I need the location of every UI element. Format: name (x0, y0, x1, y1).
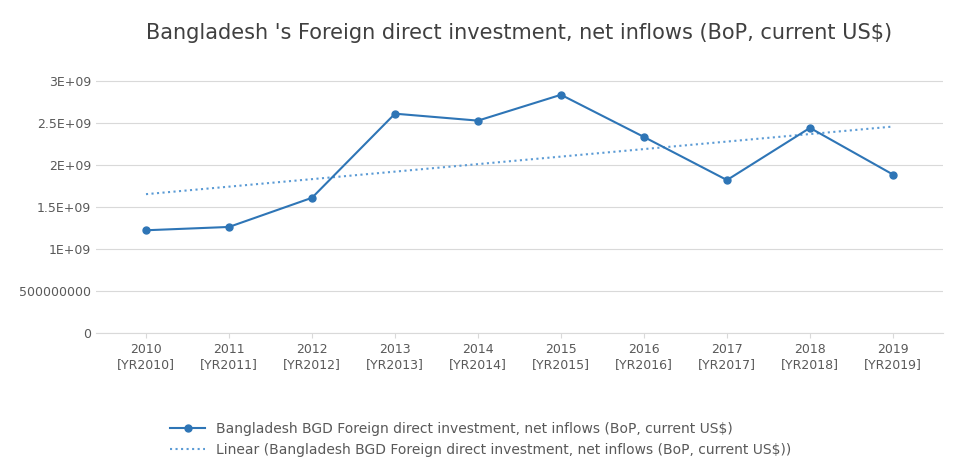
Linear (Bangladesh BGD Foreign direct investment, net inflows (BoP, current US$)) (170, 188, 182, 194)
Bangladesh BGD Foreign direct investment, net inflows (BoP, current US$) (721, 177, 732, 183)
Title: Bangladesh 's Foreign direct investment, net inflows (BoP, current US$): Bangladesh 's Foreign direct investment,… (146, 23, 892, 43)
Bangladesh BGD Foreign direct investment, net inflows (BoP, current US$) (223, 224, 234, 230)
Bangladesh BGD Foreign direct investment, net inflows (BoP, current US$) (886, 172, 898, 177)
Linear (Bangladesh BGD Foreign direct investment, net inflows (BoP, current US$)) (185, 188, 197, 193)
Linear (Bangladesh BGD Foreign direct investment, net inflows (BoP, current US$)) (886, 124, 898, 129)
Bangladesh BGD Foreign direct investment, net inflows (BoP, current US$) (389, 111, 401, 117)
Legend: Bangladesh BGD Foreign direct investment, net inflows (BoP, current US$), Linear: Bangladesh BGD Foreign direct investment… (164, 417, 797, 463)
Linear (Bangladesh BGD Foreign direct investment, net inflows (BoP, current US$)) (823, 130, 834, 135)
Linear (Bangladesh BGD Foreign direct investment, net inflows (BoP, current US$)) (849, 127, 860, 133)
Line: Linear (Bangladesh BGD Foreign direct investment, net inflows (BoP, current US$)): Linear (Bangladesh BGD Foreign direct in… (146, 126, 892, 194)
Line: Bangladesh BGD Foreign direct investment, net inflows (BoP, current US$): Bangladesh BGD Foreign direct investment… (142, 91, 896, 234)
Linear (Bangladesh BGD Foreign direct investment, net inflows (BoP, current US$)) (140, 191, 152, 197)
Bangladesh BGD Foreign direct investment, net inflows (BoP, current US$) (140, 227, 152, 233)
Linear (Bangladesh BGD Foreign direct investment, net inflows (BoP, current US$)) (279, 179, 290, 184)
Linear (Bangladesh BGD Foreign direct investment, net inflows (BoP, current US$)) (339, 173, 351, 179)
Bangladesh BGD Foreign direct investment, net inflows (BoP, current US$) (803, 125, 815, 131)
Bangladesh BGD Foreign direct investment, net inflows (BoP, current US$) (472, 118, 483, 124)
Bangladesh BGD Foreign direct investment, net inflows (BoP, current US$) (554, 92, 566, 98)
Bangladesh BGD Foreign direct investment, net inflows (BoP, current US$) (306, 195, 317, 200)
Bangladesh BGD Foreign direct investment, net inflows (BoP, current US$) (637, 134, 649, 140)
